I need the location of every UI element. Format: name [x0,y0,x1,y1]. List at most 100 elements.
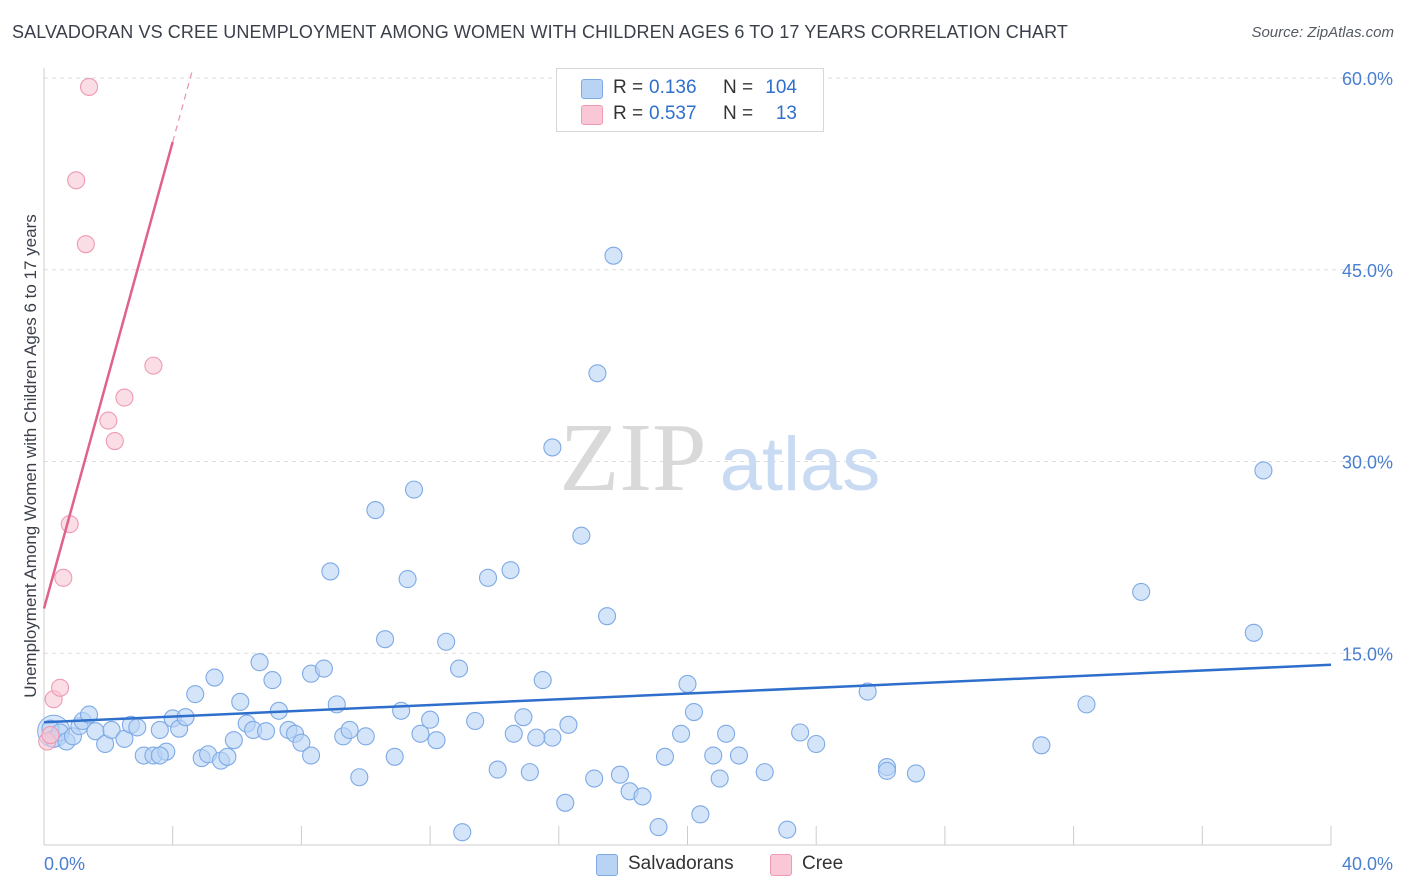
salvadoran-point [704,746,723,765]
salvadoran-point [321,562,340,581]
legend: R = 0.136 N = 104 R = 0.537 N = 13 [556,68,824,132]
salvadoran-point [543,438,562,457]
salvadoran-point [340,720,359,740]
salvadoran-point [514,708,533,727]
cree-point [144,356,163,375]
salvadoran-point [427,731,446,750]
x-tick-label: 40.0% [1342,854,1393,874]
salvadoran-point [588,364,607,383]
salvadoran-point [102,720,121,740]
watermark-atlas: atlas [720,422,881,507]
legend-n-label: N = [723,77,754,98]
legend-r-label: R = [613,77,644,98]
salvadoran-point [791,723,810,742]
cree-point [105,431,124,451]
legend-swatch-salvadorans [581,79,603,99]
salvadoran-point [877,761,897,780]
salvadoran-point [1254,461,1273,480]
salvadoran-point [598,607,617,626]
salvadoran-point [376,630,395,649]
points [37,77,1273,842]
watermark: ZIP atlas [560,404,881,512]
bottom-legend-label-salvadorans: Salvadorans [628,853,734,874]
cree-point [54,568,73,587]
legend-n-value: 104 [765,77,797,98]
salvadoran-point [263,671,282,690]
salvadoran-point [672,724,691,743]
salvadoran-point [421,710,440,729]
chart-title: SALVADORAN VS CREE UNEMPLOYMENT AMONG WO… [12,22,1068,42]
salvadoran-point [411,724,430,743]
salvadoran-point [504,724,523,743]
y-tick-label: 45.0% [1342,261,1393,281]
axes [43,68,1332,846]
salvadoran-point [633,787,652,806]
salvadoran-point [691,805,710,824]
legend-row-salvadorans: R = 0.136 N = 104 [557,75,823,101]
salvadoran-point [1032,736,1051,755]
legend-r-value: 0.136 [649,77,697,98]
salvadoran-point [585,769,604,788]
salvadoran-point [520,763,539,782]
salvadoran-point [224,731,243,750]
salvadoran-point [350,768,369,787]
salvadoran-point [755,763,774,782]
watermark-zip: ZIP [560,404,707,512]
bottom-legend-label-cree: Cree [802,853,844,874]
bottom-legend-swatch-salvadorans [596,854,618,876]
x-tick-label: 0.0% [44,854,85,874]
salvadoran-point [501,561,520,580]
salvadoran-point [488,760,507,779]
legend-swatch-cree [581,105,603,125]
salvadoran-point [655,747,675,766]
salvadoran-point [572,526,591,545]
cree-point [79,77,99,96]
salvadoran-point [453,823,472,842]
salvadoran-point [678,674,697,693]
salvadoran-point [404,480,424,499]
cree-point [99,411,118,430]
salvadoran-point [1077,695,1096,714]
salvadoran-point [478,568,498,587]
salvadoran-point [450,659,469,678]
salvadoran-point [256,722,276,741]
salvadoran-point [150,746,169,765]
salvadoran-point [729,746,749,765]
trend-lines [42,71,1332,724]
salvadoran-point [250,653,269,672]
tick-labels: 15.0% 30.0% 45.0% 60.0% 0.0% 40.0% [44,69,1393,874]
salvadoran-point [543,728,562,747]
salvadoran-point [218,747,237,766]
salvadoran-point [556,793,575,812]
salvadoran-point [398,570,417,589]
y-tick-label: 30.0% [1342,453,1393,473]
salvadoran-point [610,765,629,784]
salvadoran-point [466,711,485,731]
legend-n-value: 13 [775,103,797,124]
salvadoran-point [604,246,623,265]
legend-r-label: R = [613,103,644,124]
gridlines [44,77,1391,654]
cree-point [76,235,95,254]
salvadoran-point [807,734,826,754]
salvadoran-point [684,703,703,722]
salvadoran-point [527,728,546,747]
salvadoran-point [150,720,169,740]
cree-trend-line [42,141,174,609]
legend-r-value: 0.537 [649,103,697,124]
cree-point [51,678,70,697]
salvadoran-point [437,632,456,651]
cree-trend-extension [172,71,193,143]
y-axis-title: Unemployment Among Women with Children A… [21,214,40,698]
salvadoran-point [778,820,797,839]
salvadoran-point [231,692,250,711]
salvadoran-point [649,818,668,837]
legend-row-cree: R = 0.537 N = 13 [557,101,823,127]
salvadoran-trend-line [43,663,1332,724]
salvadoran-point [559,715,578,734]
cree-point [115,388,134,407]
salvadoran-point [385,747,404,766]
salvadoran-point [717,724,736,743]
bottom-legend-swatch-cree [770,854,792,876]
